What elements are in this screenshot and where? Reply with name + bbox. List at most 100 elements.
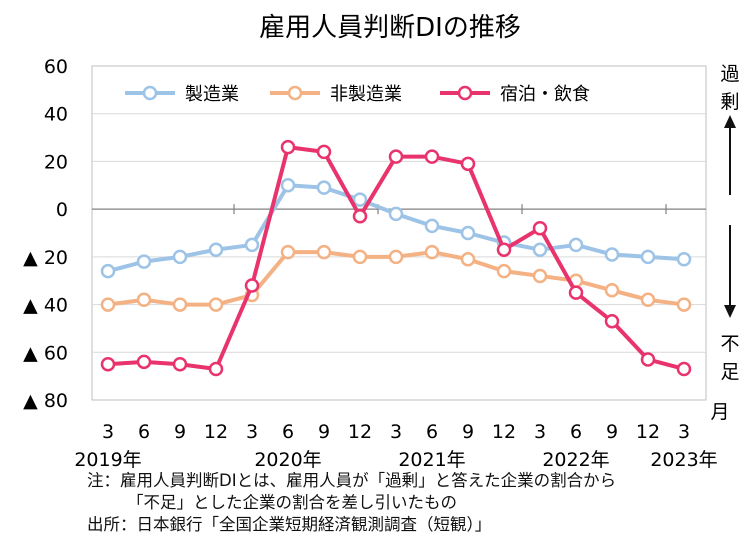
y-tick-label-0: 60 xyxy=(44,56,68,78)
series-0-point-1 xyxy=(136,254,152,269)
series-2-point-15 xyxy=(640,352,656,367)
note-line-2: 「不足」とした企業の割合を差し引いたもの xyxy=(127,493,457,512)
series-2 xyxy=(100,139,692,377)
series-2-point-3 xyxy=(208,361,224,377)
arrow-up-head xyxy=(724,115,736,128)
x-tick-label-5: 6 xyxy=(282,421,294,443)
legend-label-2: 宿泊・飲食 xyxy=(500,84,590,105)
series-1-point-14 xyxy=(604,283,620,298)
x-tick-label-9: 6 xyxy=(426,421,438,443)
legend-swatch-marker-2 xyxy=(457,85,473,101)
y-tick-label-1: 40 xyxy=(44,104,68,126)
series-1-point-16 xyxy=(676,297,692,312)
series-0-point-7 xyxy=(352,192,368,207)
series-2-point-1 xyxy=(136,354,152,370)
y-tick-label-7: ▲ 80 xyxy=(23,390,68,412)
series-2-point-10 xyxy=(460,156,476,172)
series-0 xyxy=(100,178,692,279)
series-0-point-2 xyxy=(172,249,188,265)
series-0-point-16 xyxy=(676,251,692,267)
x-axis-ticks: 3 6 9 12 3 6 9 12 3 6 9 12 3 6 9 12 3 xyxy=(102,421,690,443)
year-label-4: 2023年 xyxy=(650,449,717,470)
series-1-point-3 xyxy=(208,297,224,312)
series-0-point-12 xyxy=(532,242,548,257)
series-1-point-15 xyxy=(640,292,656,308)
plot-area-frame xyxy=(91,65,707,401)
series-2-point-4 xyxy=(244,278,260,293)
x-tick-label-3: 12 xyxy=(204,421,228,443)
series-1-point-12 xyxy=(532,268,548,284)
series-2-point-2 xyxy=(172,356,188,372)
y-tick-label-4: ▲ 20 xyxy=(23,247,68,269)
series-2-point-11 xyxy=(496,242,512,257)
series-0-point-4 xyxy=(244,237,260,253)
footnotes: 注：雇用人員判断DIとは、雇用人員が「過剰」と答えた企業の割合から 「不足」とし… xyxy=(87,470,616,536)
x-tick-label-4: 3 xyxy=(246,421,258,443)
series-2-point-5 xyxy=(280,139,296,155)
y-tick-label-6: ▲ 60 xyxy=(23,342,68,364)
x-axis-unit-label: 月 xyxy=(710,401,729,423)
legend-swatch-marker-1 xyxy=(287,85,303,101)
side-label-bottom-char2: 足 xyxy=(720,361,739,383)
series-0-point-5 xyxy=(280,178,296,193)
series-lines xyxy=(100,139,692,377)
series-0-point-9 xyxy=(424,218,440,234)
series-2-point-7 xyxy=(352,209,368,224)
x-tick-label-11: 12 xyxy=(492,421,516,443)
legend-label-0: 製造業 xyxy=(185,84,239,105)
series-2-point-16 xyxy=(676,361,692,377)
x-tick-label-8: 3 xyxy=(390,421,402,443)
note-line-1: 注：雇用人員判断DIとは、雇用人員が「過剰」と答えた企業の割合から xyxy=(87,471,617,490)
series-2-point-6 xyxy=(316,144,332,160)
side-labels: 過 剰 不 足 月 xyxy=(710,63,739,423)
y-tick-label-3: 0 xyxy=(56,199,68,221)
series-2-point-12 xyxy=(532,220,548,236)
x-tick-label-13: 6 xyxy=(570,421,582,443)
series-1-point-5 xyxy=(280,244,296,260)
x-tick-label-7: 12 xyxy=(348,421,372,443)
series-2-point-8 xyxy=(388,149,404,164)
series-1-point-1 xyxy=(136,292,152,308)
series-0-point-3 xyxy=(208,242,224,257)
year-label-2: 2021年 xyxy=(398,449,465,470)
source-line: 出所：日本銀行「全国企業短期経済観測調査（短観）」 xyxy=(87,515,492,534)
x-tick-label-0: 3 xyxy=(102,421,114,443)
year-label-3: 2022年 xyxy=(542,449,609,470)
y-tick-label-5: ▲ 40 xyxy=(23,295,68,317)
series-0-point-0 xyxy=(100,263,116,279)
series-0-point-13 xyxy=(568,237,584,253)
series-1-point-10 xyxy=(460,251,476,267)
series-1-point-0 xyxy=(100,297,116,312)
x-tick-label-16: 3 xyxy=(678,421,690,443)
chart-title: 雇用人員判断DIの推移 xyxy=(259,13,521,43)
side-label-top-char1: 過 xyxy=(720,63,739,85)
x-tick-label-10: 9 xyxy=(462,421,474,443)
series-1-point-7 xyxy=(352,249,368,265)
series-2-point-9 xyxy=(424,149,440,164)
series-2-point-0 xyxy=(100,356,116,372)
year-label-0: 2019年 xyxy=(74,449,141,470)
series-2-point-14 xyxy=(604,314,620,329)
year-label-1: 2020年 xyxy=(254,449,321,470)
x-tick-label-6: 9 xyxy=(318,421,330,443)
series-2-point-13 xyxy=(568,285,584,300)
legend-label-1: 非製造業 xyxy=(330,84,402,105)
series-0-point-10 xyxy=(460,225,476,241)
series-1-point-11 xyxy=(496,263,512,279)
arrow-down-head xyxy=(724,305,736,318)
series-0-point-14 xyxy=(604,247,620,262)
legend: 製造業 非製造業 宿泊・飲食 xyxy=(125,84,590,105)
series-1-point-9 xyxy=(424,244,440,260)
x-tick-label-12: 3 xyxy=(534,421,546,443)
x-tick-label-2: 9 xyxy=(174,421,186,443)
y-axis-ticks: 60 40 20 0 ▲ 20 ▲ 40 ▲ 60 ▲ 80 xyxy=(23,56,68,412)
year-labels: 2019年 2020年 2021年 2022年 2023年 xyxy=(74,449,717,470)
series-1-point-8 xyxy=(388,249,404,265)
y-tick-label-2: 20 xyxy=(44,151,68,173)
series-0-point-8 xyxy=(388,206,404,222)
series-0-point-15 xyxy=(640,249,656,265)
series-1-point-6 xyxy=(316,244,332,260)
side-label-top-char2: 剰 xyxy=(720,91,739,113)
x-tick-label-14: 9 xyxy=(606,421,618,443)
